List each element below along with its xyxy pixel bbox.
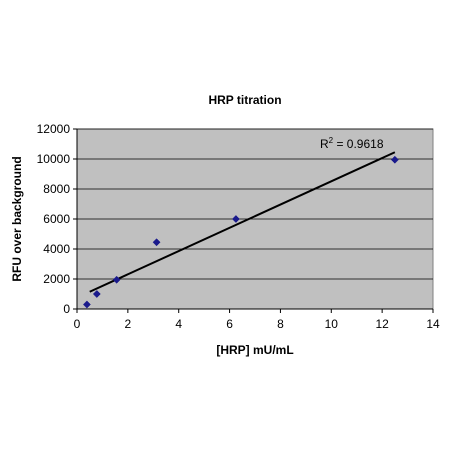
data-point-diamond bbox=[152, 238, 161, 247]
x-tick-label: 8 bbox=[277, 317, 284, 331]
y-tick-label: 2000 bbox=[43, 272, 70, 286]
y-tick-label: 4000 bbox=[43, 242, 70, 256]
y-axis-ticks: 0 2000 4000 6000 8000 10000 12000 bbox=[37, 122, 77, 316]
data-point-diamond bbox=[82, 300, 91, 309]
r-value: = 0.9618 bbox=[333, 137, 384, 151]
x-tick-label: 6 bbox=[226, 317, 233, 331]
data-points bbox=[82, 155, 399, 309]
x-tick-label: 14 bbox=[426, 317, 440, 331]
r-label: R bbox=[320, 137, 329, 151]
y-tick-label: 8000 bbox=[43, 182, 70, 196]
x-tick-label: 0 bbox=[74, 317, 81, 331]
r-squared-annotation: R2 = 0.9618 bbox=[320, 136, 384, 151]
y-tick-label: 6000 bbox=[43, 212, 70, 226]
x-axis-label: [HRP] mU/mL bbox=[216, 343, 293, 357]
y-axis-label: RFU over background bbox=[10, 156, 24, 281]
r-superscript: 2 bbox=[329, 136, 334, 145]
x-tick-label: 12 bbox=[375, 317, 389, 331]
grid-lines bbox=[77, 128, 433, 280]
x-tick-label: 10 bbox=[325, 317, 339, 331]
data-point-diamond bbox=[112, 275, 121, 284]
x-axis-ticks: 0 2 4 6 8 10 12 14 bbox=[74, 309, 440, 331]
y-tick-label: 10000 bbox=[37, 152, 71, 166]
linear-trendline bbox=[89, 151, 396, 293]
chart-title: HRP titration bbox=[208, 93, 281, 107]
data-point-diamond bbox=[92, 290, 101, 298]
data-point-diamond bbox=[390, 155, 399, 164]
x-tick-label: 2 bbox=[125, 317, 132, 331]
data-point-diamond bbox=[231, 215, 240, 223]
y-tick-label: 12000 bbox=[37, 122, 71, 136]
y-tick-label: 0 bbox=[63, 302, 70, 316]
x-tick-label: 4 bbox=[175, 317, 182, 331]
